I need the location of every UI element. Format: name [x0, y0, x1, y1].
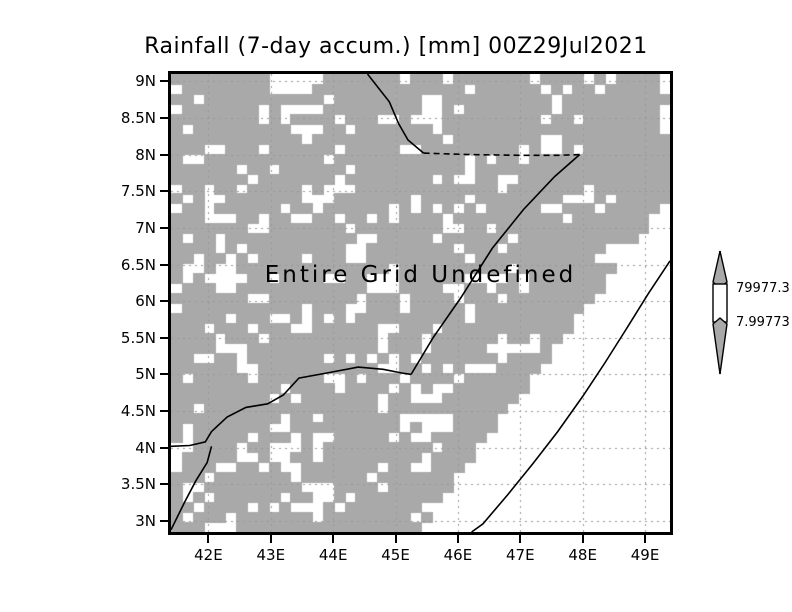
x-tick-mark	[207, 535, 210, 543]
x-tick-label: 46E	[443, 546, 473, 564]
somalia-coast	[471, 260, 670, 532]
x-tick-mark	[332, 535, 335, 543]
x-tick-mark	[644, 535, 647, 543]
y-tick-label: 7N	[135, 218, 156, 237]
y-tick-mark	[160, 263, 168, 266]
y-tick-label: 3.5N	[120, 475, 156, 494]
colorbar-top-label: 79977.3	[736, 281, 790, 296]
x-tick-mark	[581, 535, 584, 543]
x-tick-label: 47E	[506, 546, 535, 564]
x-tick-label: 44E	[318, 546, 348, 564]
x-tick-label: 45E	[381, 546, 410, 564]
y-tick-label: 5N	[135, 365, 156, 384]
y-tick-label: 9N	[135, 72, 156, 91]
northern-border	[366, 74, 425, 154]
ethiopia-somalia-border	[410, 153, 581, 375]
y-tick-mark	[160, 483, 168, 486]
y-tick-label: 8N	[135, 145, 156, 164]
chart-title: Rainfall (7-day accum.) [mm] 00Z29Jul202…	[144, 34, 648, 59]
x-tick-label: 48E	[568, 546, 597, 564]
y-tick-mark	[160, 190, 168, 193]
y-tick-label: 6N	[135, 292, 156, 311]
plot-area	[168, 71, 673, 535]
kenya-somalia-border	[171, 446, 213, 531]
x-tick-label: 43E	[256, 546, 286, 564]
y-tick-mark	[160, 373, 168, 376]
y-tick-mark	[160, 446, 168, 449]
colorbar-mid-box	[712, 283, 728, 323]
y-tick-mark	[160, 80, 168, 83]
djibouti-border	[423, 152, 580, 157]
ethiopia-kenya-border	[171, 366, 412, 448]
x-tick-mark	[456, 535, 459, 543]
x-tick-mark	[519, 535, 522, 543]
y-tick-label: 8.5N	[120, 108, 156, 127]
y-tick-mark	[160, 410, 168, 413]
y-tick-label: 5.5N	[120, 328, 156, 347]
plot-inner	[171, 74, 670, 532]
y-tick-label: 4.5N	[120, 402, 156, 421]
colorbar-top-cap	[712, 250, 728, 289]
x-tick-label: 42E	[194, 546, 223, 564]
colorbar-bottom-cap	[712, 317, 728, 375]
y-tick-label: 4N	[135, 438, 156, 457]
y-tick-mark	[160, 226, 168, 229]
y-tick-mark	[160, 153, 168, 156]
x-tick-mark	[269, 535, 272, 543]
geography-overlay	[171, 74, 670, 532]
y-tick-label: 6.5N	[120, 255, 156, 274]
x-tick-label: 49E	[630, 546, 660, 564]
y-tick-mark	[160, 116, 168, 119]
y-tick-mark	[160, 300, 168, 303]
y-tick-label: 7.5N	[120, 182, 156, 201]
colorbar: 79977.3 7.99773	[700, 250, 792, 375]
y-tick-mark	[160, 520, 168, 522]
colorbar-gradient	[712, 250, 728, 375]
x-tick-mark	[394, 535, 397, 543]
colorbar-bottom-label: 7.99773	[736, 315, 790, 330]
y-tick-label: 3N	[135, 512, 156, 530]
y-tick-mark	[160, 336, 168, 339]
